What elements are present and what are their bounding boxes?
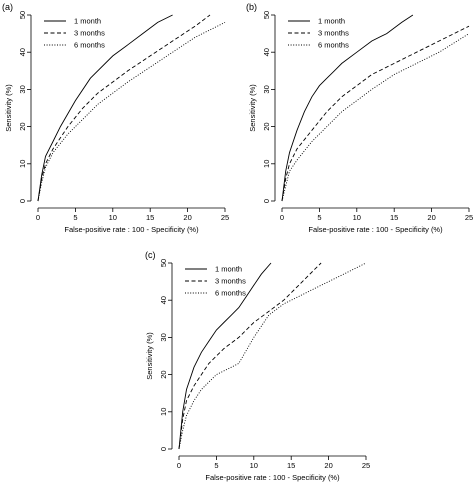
y-axis-label: Sensitivity (%) [145,332,154,380]
series-line-3 [178,262,367,450]
legend-label: 3 months [215,277,246,286]
legend-label: 3 months [318,29,349,38]
x-tick-label: 20 [324,461,332,470]
y-axis-label: Sensitivity (%) [4,84,13,132]
x-tick-label: 5 [73,213,77,222]
legend-label: 1 month [74,17,101,26]
series-line-2 [178,262,322,450]
y-tick-label: 40 [159,296,168,304]
x-tick-label: 20 [427,213,435,222]
x-axis-label: False-positive rate : 100 - Specificity … [64,225,199,234]
x-tick-label: 25 [465,213,473,222]
panel-3: (c) 0 5 10 15 20 25 0 10 20 30 40 50 False-positive r… [145,250,370,482]
y-tick-label: 40 [262,48,271,56]
y-tick-label: 20 [18,122,27,130]
series-line-1 [281,14,414,202]
series-line-1 [178,262,272,450]
series-line-3 [37,21,226,202]
x-tick-label: 5 [317,213,321,222]
y-tick-label: 0 [262,199,271,203]
y-tick-label: 30 [159,333,168,341]
y-tick-label: 20 [159,370,168,378]
y-tick-label: 0 [159,447,168,451]
panel-label: (a) [2,2,13,12]
x-tick-label: 15 [390,213,398,222]
x-tick-label: 25 [221,213,229,222]
legend-label: 1 month [318,17,345,26]
y-tick-label: 10 [262,160,271,168]
y-tick-label: 50 [18,11,27,19]
legend-label: 1 month [215,265,242,274]
x-tick-label: 15 [287,461,295,470]
x-tick-label: 10 [353,213,361,222]
x-tick-label: 25 [362,461,370,470]
legend-label: 6 months [215,289,246,298]
x-tick-label: 5 [214,461,218,470]
y-tick-label: 0 [18,199,27,203]
y-tick-label: 30 [18,85,27,93]
y-tick-label: 50 [262,11,271,19]
series-line-1 [37,14,173,202]
x-axis-label: False-positive rate : 100 - Specificity … [308,225,443,234]
legend-label: 6 months [318,41,349,50]
legend-label: 3 months [74,29,105,38]
y-tick-label: 40 [18,48,27,56]
y-tick-label: 20 [262,122,271,130]
series-line-2 [281,25,470,202]
series-line-3 [281,33,470,202]
panel-label: (b) [246,2,257,12]
y-axis-label: Sensitivity (%) [248,84,257,132]
x-tick-label: 20 [183,213,191,222]
x-tick-label: 0 [280,213,284,222]
y-tick-label: 10 [18,160,27,168]
panel-label: (c) [145,250,156,260]
x-tick-label: 0 [36,213,40,222]
series-line-2 [37,14,211,202]
x-axis-label: False-positive rate : 100 - Specificity … [205,473,340,482]
panel-1: (a) 0 5 10 15 20 25 0 10 20 30 40 50 False-positive r… [2,2,229,234]
y-tick-label: 50 [159,259,168,267]
x-tick-label: 0 [177,461,181,470]
x-tick-label: 15 [146,213,154,222]
y-tick-label: 10 [159,408,168,416]
legend-label: 6 months [74,41,105,50]
x-tick-label: 10 [250,461,258,470]
panel-2: (b) 0 5 10 15 20 25 0 10 20 30 40 50 False-positive r… [246,2,473,234]
y-tick-label: 30 [262,85,271,93]
x-tick-label: 10 [109,213,117,222]
